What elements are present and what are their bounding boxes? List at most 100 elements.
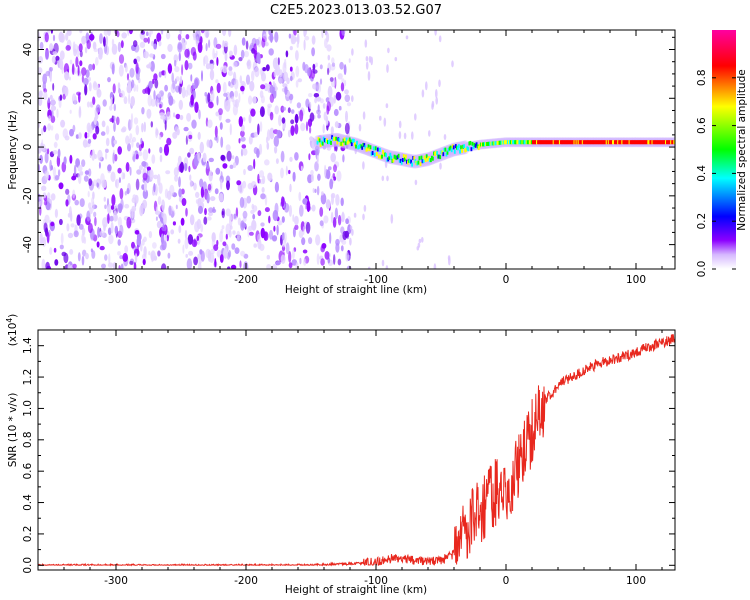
spectrogram-noise-cell (91, 149, 96, 161)
spectrogram-noise-cell (129, 166, 132, 176)
spectrogram-noise-cell (156, 98, 159, 108)
spectrogram-signal-cell (339, 142, 342, 147)
spectrogram-signal-cell (330, 140, 332, 145)
spectrogram-noise-cell (89, 207, 93, 215)
spectrogram-signal-cell (464, 148, 467, 153)
spectrogram-signal-cell (668, 140, 670, 145)
spectrogram-noise-cell (79, 30, 83, 34)
spectrogram-noise-cell (69, 154, 73, 164)
spectrogram-noise-cell (178, 52, 181, 62)
spectrogram-noise-cell (107, 164, 112, 172)
spectrogram-noise-cell (111, 63, 115, 75)
spectrogram-noise-cell (120, 263, 124, 269)
spectrogram-noise-cell (121, 32, 127, 39)
spectrogram-noise-cell (295, 65, 300, 78)
spectrogram-noise-cell (252, 96, 257, 104)
spectrogram-noise-cell (159, 146, 163, 154)
spectrogram-signal-cell (643, 140, 645, 145)
spectrogram-noise-cell (220, 228, 224, 234)
spectrogram-noise-cell (259, 243, 265, 251)
spectrogram-signal-cell (505, 140, 508, 145)
spectrogram-noise-cell (153, 174, 159, 180)
spectrogram-signal-cell (615, 140, 617, 145)
spectrogram-noise-cell (273, 69, 276, 78)
spectrogram-noise-cell (277, 220, 283, 226)
spectrogram-noise-cell (128, 93, 131, 105)
spectrogram-signal-cell (538, 140, 540, 145)
spectrogram-noise-cell (50, 105, 57, 111)
spectrogram-signal-cell (385, 153, 387, 158)
spectrogram-noise-cell (289, 183, 292, 193)
spectrogram-noise-cell (185, 207, 188, 217)
spectrogram-noise-cell (291, 259, 298, 266)
spectrogram-noise-cell (188, 134, 193, 140)
spectrogram-noise-cell (88, 178, 93, 187)
spectrogram-signal-cell (367, 144, 370, 149)
spectrogram-signal-cell (600, 140, 603, 145)
spectrogram-noise-cell (160, 30, 164, 35)
spectrogram-noise-cell (101, 120, 106, 128)
spectrogram-noise-cell (67, 232, 74, 239)
spectrogram-noise-cell (302, 198, 308, 205)
spectrogram-signal-cell (317, 137, 320, 141)
spectrogram-signal-cell (421, 159, 424, 164)
spectrogram-noise-cell (262, 67, 267, 72)
spectrogram-noise-cell (240, 49, 245, 59)
spectrogram-noise-cell (143, 236, 147, 243)
colorbar-tick-label: 0.8 (696, 69, 708, 86)
spectrogram-signal-cell (623, 140, 626, 145)
spectrogram-noise-cell (113, 139, 118, 145)
spectrogram-noise-cell (95, 56, 99, 66)
spectrogram-signal-cell (553, 140, 556, 145)
spectrogram-noise-cell (341, 78, 345, 83)
spectrogram-y-tick-label: -20 (22, 187, 34, 204)
spectrogram-noise-cell (51, 55, 56, 64)
spectrogram-signal-cell (653, 140, 656, 145)
spectrogram-noise-cell (99, 245, 105, 251)
spectrogram-noise-cell (233, 213, 237, 219)
spectrogram-noise-cell (220, 66, 225, 73)
spectrogram-signal-cell (444, 147, 447, 152)
spectrogram-noise-cell (135, 153, 139, 160)
spectrogram-noise-cell (305, 221, 311, 234)
spectrogram-signal-cell (374, 146, 377, 151)
spectrogram-signal-cell (609, 140, 612, 145)
spectrogram-signal-cell (463, 144, 465, 149)
spectrogram-x-tick-label: -200 (234, 274, 258, 286)
spectrogram-noise-cell (321, 191, 324, 196)
spectrogram-signal-cell (323, 138, 326, 143)
spectrogram-signal-cell (624, 140, 627, 145)
spectrogram-signal-cell (407, 160, 409, 165)
spectrogram-signal-cell (645, 140, 647, 145)
spectrogram-signal-cell (392, 158, 395, 163)
spectrogram-noise-cell (367, 71, 371, 81)
spectrogram-noise-cell (241, 37, 246, 46)
spectrogram-signal-cell (361, 145, 364, 150)
spectrogram-noise-cell (240, 148, 244, 157)
spectrogram-noise-cell (194, 221, 200, 233)
spectrogram-signal-cell (496, 141, 499, 145)
spectrogram-noise-cell (109, 105, 113, 111)
spectrogram-noise-cell (370, 56, 374, 66)
spectrogram-noise-cell (131, 139, 134, 148)
spectrogram-noise-cell (206, 162, 210, 170)
spectrogram-signal-cell (494, 141, 497, 146)
spectrogram-noise-cell (153, 183, 156, 193)
spectrogram-noise-cell (73, 230, 79, 238)
spectrogram-noise-cell (178, 165, 181, 172)
spectrogram-signal-cell (639, 140, 641, 145)
spectrogram-signal-cell (509, 140, 511, 145)
spectrogram-signal-cell (413, 156, 416, 161)
spectrogram-noise-cell (93, 179, 97, 187)
spectrogram-noise-cell (192, 51, 197, 61)
spectrogram-signal-cell (324, 139, 327, 144)
spectrogram-noise-cell (398, 131, 402, 140)
spectrogram-noise-cell (118, 54, 125, 64)
spectrogram-noise-cell (385, 103, 389, 109)
spectrogram-noise-cell (61, 65, 64, 74)
spectrogram-noise-cell (184, 60, 189, 71)
spectrogram-noise-cell (95, 125, 100, 135)
spectrogram-noise-cell (92, 133, 97, 140)
spectrogram-noise-cell (44, 170, 50, 181)
spectrogram-noise-cell (156, 32, 162, 43)
